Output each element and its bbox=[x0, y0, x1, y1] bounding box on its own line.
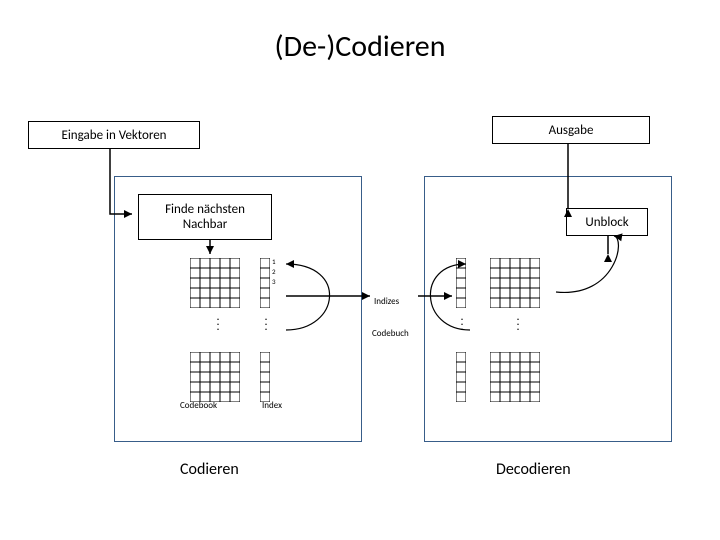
grid-dec_small_top bbox=[456, 258, 466, 308]
indizes-label: Indizes bbox=[374, 296, 399, 307]
ellipsis: ··· bbox=[458, 316, 466, 331]
output-box-label: Ausgabe bbox=[549, 123, 594, 138]
index-number: 2 bbox=[272, 267, 276, 276]
decode-panel bbox=[424, 176, 672, 442]
ellipsis: ··· bbox=[214, 316, 222, 331]
input-box-label: Eingabe in Vektoren bbox=[61, 128, 166, 143]
grid-dec_big_bot bbox=[490, 352, 540, 402]
codebuch-label: Codebuch bbox=[372, 328, 409, 339]
input-box: Eingabe in Vektoren bbox=[28, 121, 200, 149]
page-title: (De-)Codieren bbox=[0, 28, 720, 65]
ellipsis: ··· bbox=[514, 316, 522, 331]
encode-label: Codieren bbox=[180, 460, 239, 479]
encode-panel bbox=[114, 176, 362, 442]
ellipsis: ··· bbox=[262, 316, 270, 331]
grid-enc_big_top bbox=[190, 258, 240, 308]
output-box: Ausgabe bbox=[492, 116, 650, 144]
grid-dec_big_top bbox=[490, 258, 540, 308]
grid-dec_small_bot bbox=[456, 352, 466, 402]
decode-label: Decodieren bbox=[496, 460, 571, 479]
grid-enc_small_top bbox=[260, 258, 270, 308]
grid-enc_big_bot bbox=[190, 352, 240, 402]
index-number: 3 bbox=[272, 277, 276, 286]
index-number: 1 bbox=[272, 257, 276, 266]
grid-enc_small_bot bbox=[260, 352, 270, 402]
